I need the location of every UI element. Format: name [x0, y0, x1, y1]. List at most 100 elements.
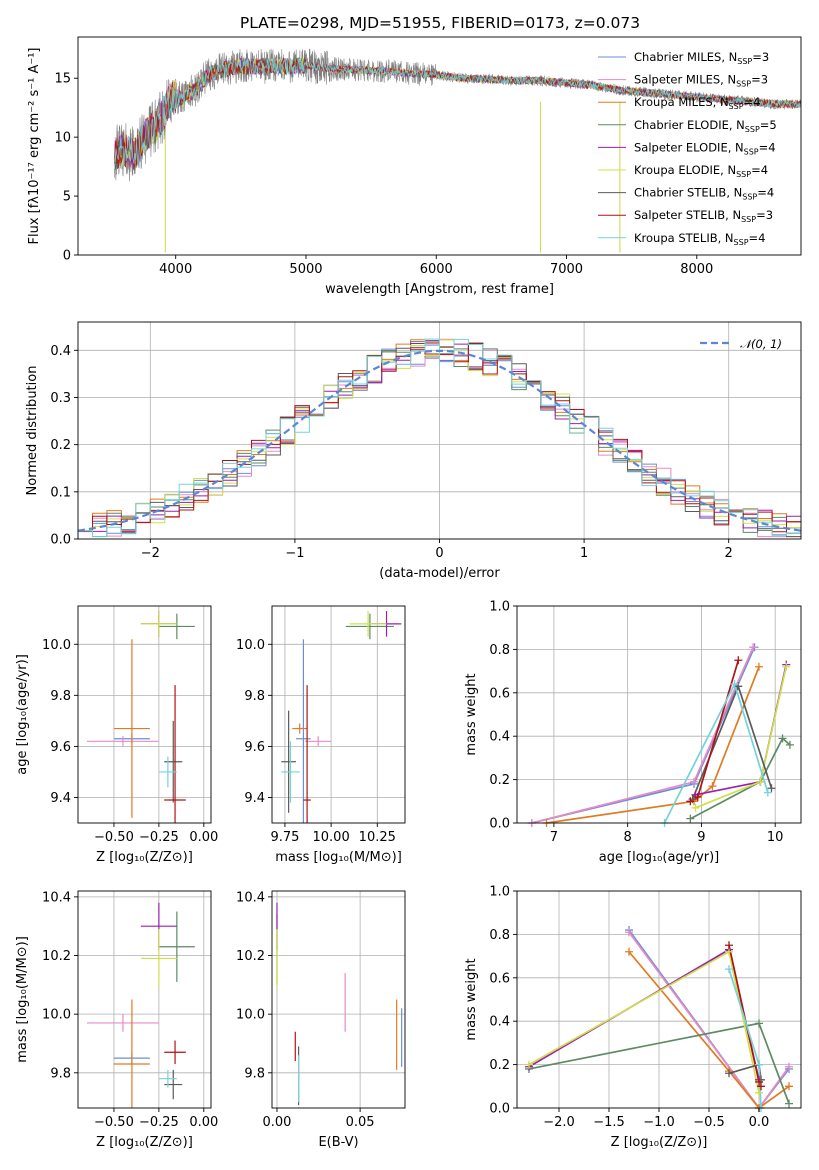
mass-vs-ebv-panel-ytick-label: 10.0: [236, 1008, 265, 1023]
mass-vs-Z-panel-ytick-label: 10.2: [42, 949, 71, 964]
residuals-xtick-label: −1: [285, 546, 304, 561]
weight-point-chabrier-elodie: [785, 740, 794, 749]
legend-entry: Kroupa ELODIE, NSSP=4: [634, 163, 768, 179]
legend-entry: 𝒩(0, 1): [740, 337, 782, 351]
weight-point-salpeter-stelib: [725, 941, 733, 950]
weight-point-chabrier-elodie: [785, 1099, 793, 1108]
mass-vs-Z-panel-frame: [77, 890, 212, 1109]
age-vs-Z-panel-ytick-label: 9.6: [50, 740, 71, 755]
weight-vs-Z-panel-xtick-label: −2.0: [543, 1115, 575, 1130]
legend-entry: Salpeter STELIB, NSSP=3: [634, 208, 773, 224]
weight-point-kroupa-stelib: [763, 788, 772, 797]
mass-vs-Z-panel-ylabel: mass [log₁₀(M/M⊙)]: [15, 936, 30, 1063]
weight-point-kroupa-elodie: [755, 1088, 763, 1097]
legend-entry: Salpeter ELODIE, NSSP=4: [634, 140, 776, 156]
weight-point-kroupa-miles: [708, 782, 717, 791]
legend-entry: Kroupa STELIB, NSSP=4: [634, 231, 765, 247]
weight-vs-age-panel-xlabel: age [log₁₀(age/yr)]: [599, 850, 720, 865]
age-vs-mass-panel-ytick-label: 9.6: [244, 740, 265, 755]
weight-line-kroupa-elodie: [528, 950, 760, 1093]
weight-point-chabrier-elodie: [778, 734, 787, 743]
age-vs-mass-panel-xtick-label: 9.75: [270, 830, 299, 845]
mass-vs-ebv-panel-ytick-label: 9.8: [244, 1066, 265, 1081]
weight-line-kroupa-stelib: [663, 681, 769, 823]
residuals-xtick-label: 1: [580, 546, 588, 561]
weight-point-kroupa-elodie: [756, 777, 765, 786]
mass-vs-Z-panel-plot-area: [78, 891, 211, 1108]
mass-vs-Z-panel-ytick-label: 10.0: [42, 1008, 71, 1023]
residuals-ylabel: Normed distribution: [25, 366, 40, 496]
mass-vs-ebv-panel-xtick-label: 0.05: [346, 1115, 375, 1130]
mass-vs-ebv-panel-xtick-label: 0.00: [263, 1115, 292, 1130]
weight-line-chabrier-miles: [531, 646, 756, 823]
weight-vs-Z-panel-ytick-label: 0.6: [489, 971, 510, 986]
age-vs-Z-panel-xtick-label: −0.25: [139, 830, 179, 845]
mass-vs-Z-panel-xlabel: Z [log₁₀(Z/Z⊙)]: [96, 1135, 193, 1150]
mass-vs-Z-panel-ytick-label: 10.4: [42, 890, 71, 905]
weight-point-salpeter-stelib: [755, 1077, 763, 1086]
weight-vs-Z-panel-ytick-label: 0.4: [489, 1015, 510, 1030]
spectrum-xtick-label: 6000: [420, 262, 453, 277]
weight-vs-Z-panel-xtick-label: 0.0: [749, 1115, 770, 1130]
weight-vs-Z-panel-plot-area: [517, 891, 801, 1108]
model-spectrum-kroupa-stelib: [114, 57, 801, 167]
weight-point-kroupa-stelib: [730, 680, 739, 689]
weight-point-kroupa-miles: [785, 1082, 793, 1091]
spectrum-panel-plot-area: [114, 48, 801, 253]
age-vs-Z-panel-ylabel: age [log₁₀(age/yr)]: [15, 654, 30, 775]
age-vs-mass-panel-ytick-label: 9.4: [244, 791, 265, 806]
age-vs-Z-panel-ytick-label: 9.8: [50, 689, 71, 704]
age-vs-Z-panel: −0.50 −0.25 0.00 9.4 9.6 9.8 10.0 Z [log₁₀(Z/Z⊙…: [15, 605, 218, 865]
normal-distribution-curve: [78, 349, 801, 532]
age-vs-mass-panel-plot-area: [272, 606, 405, 823]
weight-point-kroupa-stelib: [755, 1060, 763, 1069]
residuals-ytick-label: 0.1: [50, 485, 71, 500]
weight-vs-Z-panel-xtick-label: −1.0: [643, 1115, 675, 1130]
weight-point-kroupa-stelib: [725, 965, 733, 974]
weight-point-chabrier-elodie: [686, 814, 695, 823]
legend-entry: Chabrier MILES, NSSP=3: [634, 50, 769, 66]
age-vs-mass-panel-xlabel: mass [log₁₀(M/M⊙)]: [275, 850, 402, 865]
spectrum-panel-frame: [77, 36, 802, 256]
weight-vs-Z-panel-xtick-label: −1.5: [593, 1115, 625, 1130]
residuals-ytick-label: 0.3: [50, 391, 71, 406]
weight-point-salpeter-stelib: [686, 797, 695, 806]
weight-vs-age-panel: 7 8 9 10 0.0 0.2 0.4 0.6 0.8 1.0 age [log₁₀(age/yr…: [464, 600, 802, 865]
weight-vs-age-panel-plot-area: [517, 606, 801, 823]
weight-line-kroupa-stelib: [728, 968, 762, 1108]
spectrum-ytick-label: 15: [54, 72, 71, 87]
mass-vs-Z-panel-xtick-label: −0.50: [94, 1115, 134, 1130]
age-vs-Z-panel-xtick-label: −0.50: [94, 830, 134, 845]
weight-vs-age-panel-ytick-label: 0.8: [489, 643, 510, 658]
weight-vs-Z-panel-xtick-label: −0.5: [693, 1115, 725, 1130]
mass-vs-ebv-panel-ytick-label: 10.2: [236, 949, 265, 964]
mass-vs-ebv-panel: 0.00 0.05 9.8 10.0 10.2 10.4 E(B-V): [236, 890, 406, 1150]
weight-point-chabrier-stelib: [767, 784, 776, 793]
weight-point-salpeter-miles: [625, 928, 633, 937]
residuals-panel-plot-area: [78, 322, 801, 539]
weight-point-kroupa-miles: [625, 947, 633, 956]
weight-vs-Z-panel-ytick-label: 0.0: [489, 1102, 510, 1117]
weight-vs-age-panel-ytick-label: 0.4: [489, 730, 510, 745]
spectrum-ytick-label: 5: [63, 190, 71, 205]
mass-vs-Z-panel: −0.50 −0.25 0.00 9.8 10.0 10.2 10.4 Z [log₁₀(Z/…: [15, 890, 218, 1150]
residuals-ytick-label: 0.4: [50, 344, 71, 359]
age-vs-Z-panel-xtick-label: 0.00: [189, 830, 218, 845]
weight-line-chabrier-elodie: [690, 737, 791, 820]
age-vs-mass-panel-ytick-label: 10.0: [236, 638, 265, 653]
spectrum-xlabel: wavelength [Angstrom, rest frame]: [325, 282, 554, 297]
legend-entry: Salpeter MILES, NSSP=3: [634, 73, 768, 89]
residuals-panel: −2 −1 0 1 2 0.0 0.1 0.2 0.3 0.4 (data-model)/error…: [25, 321, 802, 581]
weight-vs-age-panel-ylabel: mass weight: [464, 673, 479, 755]
age-vs-mass-panel-xtick-label: 10.00: [313, 830, 350, 845]
spectrum-panel: 4000 5000 6000 7000 8000 0 5 10 15 wavelength [An…: [27, 14, 802, 297]
weight-point-kroupa-elodie: [525, 1060, 533, 1069]
residuals-xlabel: (data-model)/error: [379, 566, 500, 581]
spectrum-legend: Chabrier MILES, NSSP=3 Salpeter MILES, NS…: [598, 50, 777, 247]
residuals-xtick-label: 2: [725, 546, 733, 561]
weight-vs-Z-panel-ytick-label: 0.8: [489, 928, 510, 943]
weight-vs-age-panel-xtick-label: 10: [767, 830, 784, 845]
weight-point-salpeter-stelib: [693, 792, 702, 801]
age-vs-Z-panel-plot-area: [78, 606, 211, 823]
